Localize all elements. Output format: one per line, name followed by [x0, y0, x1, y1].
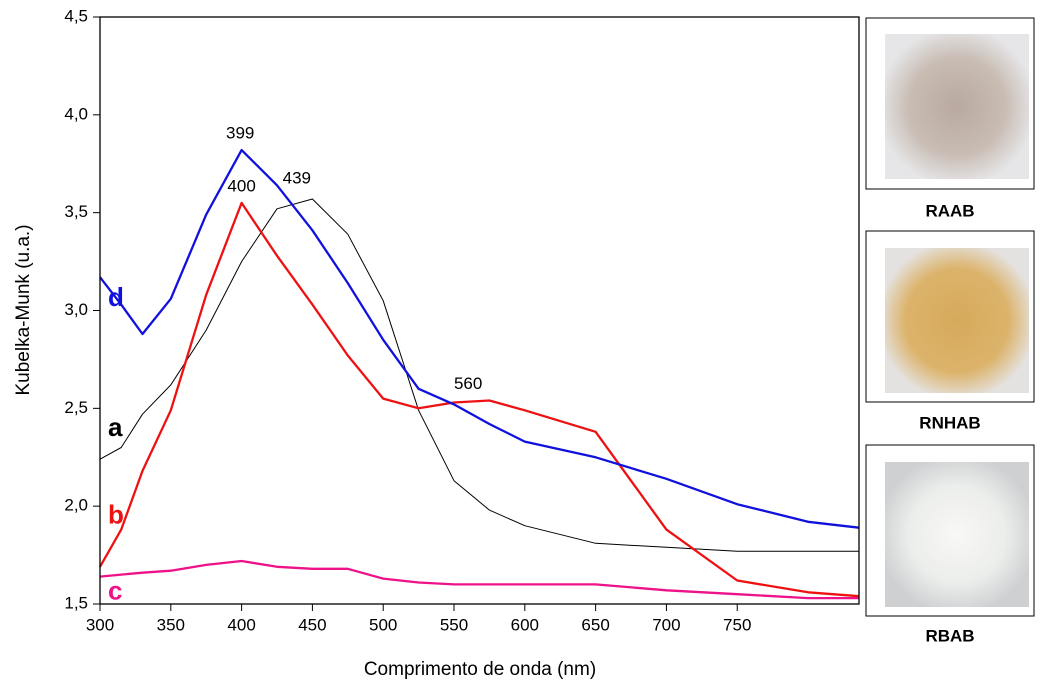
- series-label: d: [108, 282, 124, 312]
- series-label: a: [108, 412, 123, 442]
- y-tick-label: 2,0: [64, 496, 88, 515]
- x-tick-label: 650: [581, 615, 609, 634]
- y-tick-label: 3,5: [64, 202, 88, 221]
- x-tick-label: 700: [652, 615, 680, 634]
- photo: [885, 248, 1029, 393]
- sample-label: RAAB: [925, 201, 974, 220]
- x-tick-label: 750: [723, 615, 751, 634]
- series-label: c: [108, 575, 122, 605]
- data-line: [99, 148, 860, 529]
- data-line: [99, 198, 859, 552]
- y-tick-label: 3,0: [64, 300, 88, 319]
- photo: [885, 34, 1029, 179]
- peak-label: 399: [226, 124, 254, 143]
- photo-panel: RAAB RNHAB RBAB: [865, 17, 1035, 645]
- y-tick-label: 4,0: [64, 104, 88, 123]
- y-tick-label: 4,5: [64, 6, 88, 25]
- data-line: [99, 201, 860, 598]
- sample-label: RBAB: [925, 626, 974, 645]
- series-label: b: [108, 500, 124, 530]
- x-tick-label: 350: [157, 615, 185, 634]
- x-tick-label: 600: [511, 615, 539, 634]
- x-axis-title: Comprimento de onda (nm): [364, 659, 596, 680]
- data-line: [99, 559, 859, 600]
- x-tick-label: 300: [86, 615, 114, 634]
- x-tick-label: 400: [227, 615, 255, 634]
- x-tick-label: 500: [369, 615, 397, 634]
- x-tick-label: 550: [440, 615, 468, 634]
- peak-label: 439: [283, 169, 311, 188]
- sample-label: RNHAB: [919, 413, 980, 432]
- peak-label: 560: [454, 374, 482, 393]
- plot-frame: [99, 16, 860, 605]
- y-tick-label: 2,5: [64, 398, 88, 417]
- y-axis-title: Kubelka-Munk (u.a.): [13, 224, 34, 395]
- y-tick-label: 1,5: [64, 593, 88, 612]
- peak-label: 400: [227, 176, 255, 195]
- x-tick-label: 450: [298, 615, 326, 634]
- photo: [885, 462, 1029, 607]
